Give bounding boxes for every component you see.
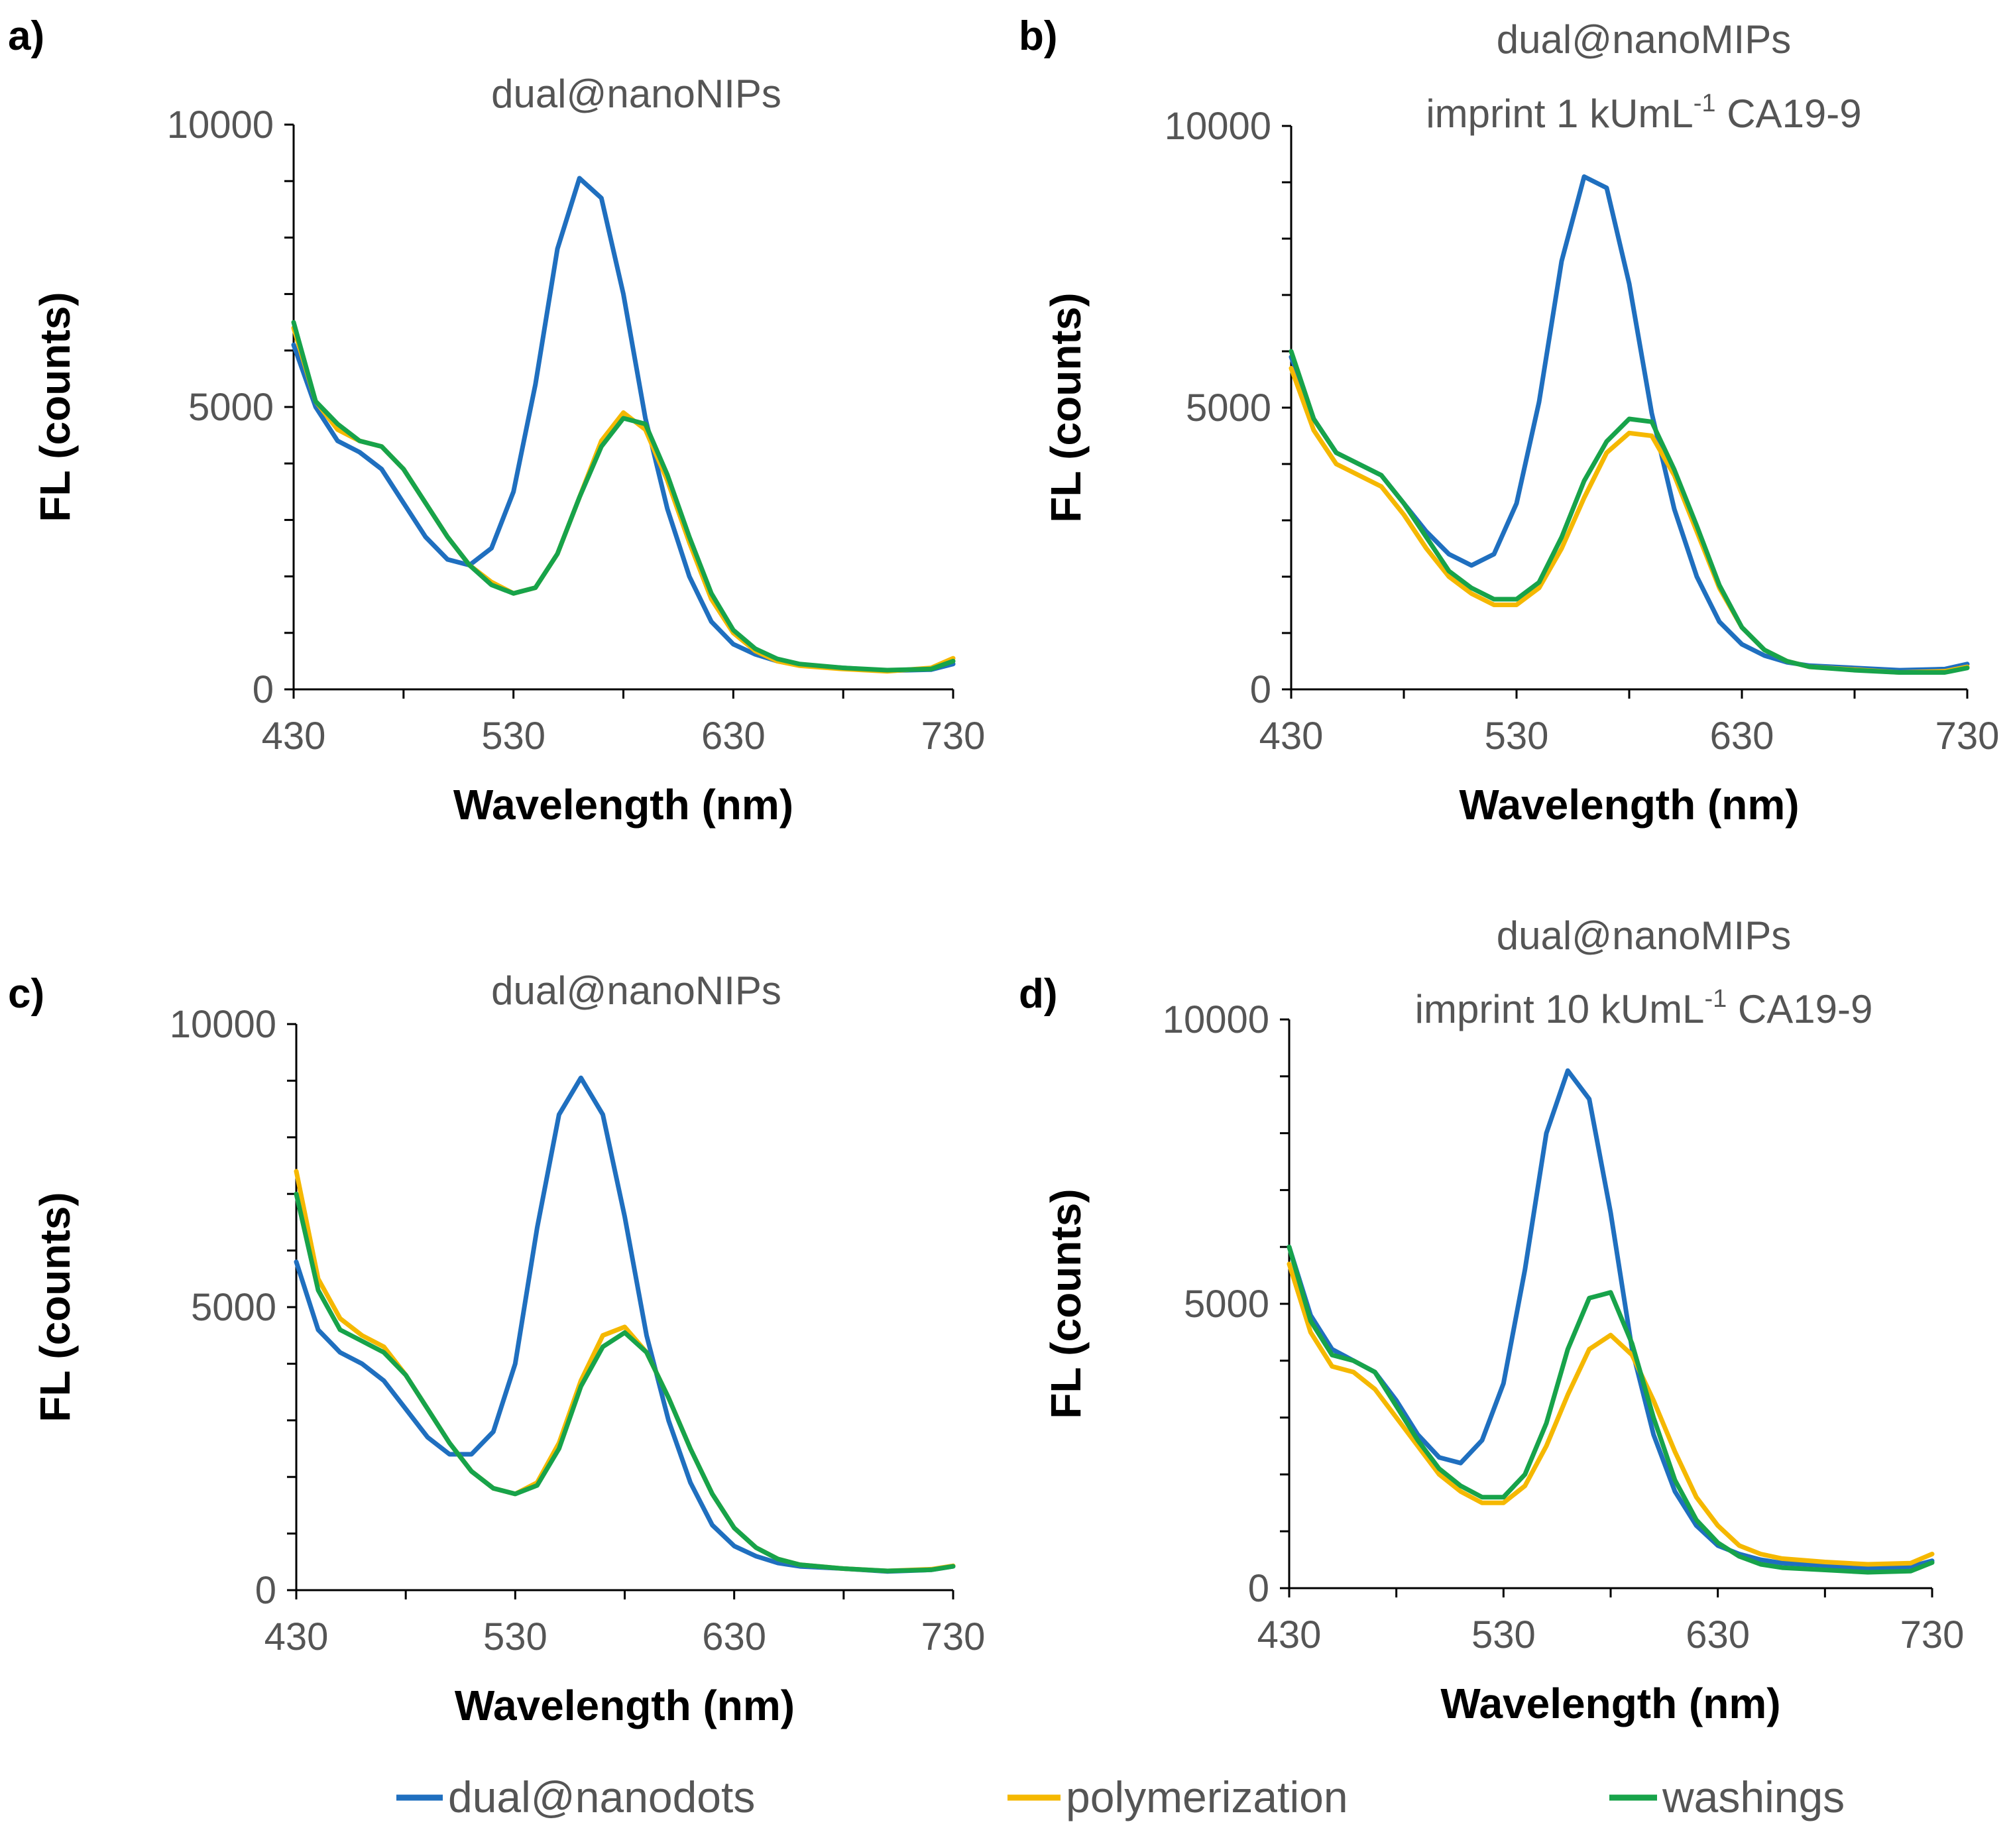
y-tick-label: 10000 <box>1165 105 1271 148</box>
x-tick-label: 530 <box>1485 715 1549 758</box>
x-tick-label: 730 <box>1935 715 2000 758</box>
x-tick-label: 630 <box>1710 715 1774 758</box>
panel-label: b) <box>1019 13 1058 59</box>
y-tick-label: 10000 <box>1163 998 1269 1041</box>
subtitle-superscript: -1 <box>1704 985 1727 1013</box>
y-tick-label: 0 <box>253 668 274 711</box>
y-tick-label: 5000 <box>191 1286 276 1329</box>
series-line-washings <box>294 1191 956 1574</box>
subtitle-main: imprint 1 kUmL <box>1426 91 1693 136</box>
y-tick-label: 5000 <box>1186 386 1271 430</box>
chart-subtitle: imprint 1 kUmL-1 CA19-9 <box>1426 89 1861 136</box>
legend: dual@nanodots polymerization washings <box>396 1772 1845 1821</box>
y-axis-label: FL (counts) <box>31 1192 79 1422</box>
x-tick-label: 730 <box>921 715 986 758</box>
legend-item-washings: washings <box>1609 1772 1845 1821</box>
x-tick-label: 530 <box>483 1615 547 1658</box>
y-tick-label: 0 <box>1248 1567 1269 1610</box>
chart-panel-d: d) dual@nanoMIPs imprint 10 kUmL-1 CA19-9 0… <box>1019 913 1964 1727</box>
series-line-dual-nanodots <box>294 1075 956 1574</box>
y-tick-label: 5000 <box>188 386 274 429</box>
x-tick-label: 630 <box>702 1615 766 1658</box>
panel-label: d) <box>1019 971 1058 1017</box>
y-axis-label: FL (counts) <box>1042 292 1090 522</box>
x-tick-label: 630 <box>701 715 766 758</box>
x-tick-label: 530 <box>1471 1613 1536 1656</box>
series-line-polymerization <box>294 1169 956 1574</box>
x-axis-label: Wavelength (nm) <box>1459 781 1799 829</box>
x-tick-label: 530 <box>481 715 546 758</box>
legend-label: washings <box>1662 1772 1845 1821</box>
y-tick-label: 0 <box>1250 668 1271 711</box>
subtitle-analyte: CA19-9 <box>1727 987 1872 1031</box>
x-tick-label: 430 <box>1259 715 1324 758</box>
subtitle-analyte: CA19-9 <box>1716 91 1862 136</box>
x-tick-label: 430 <box>262 715 326 758</box>
series-line-washings <box>291 319 956 673</box>
series-line-dual-nanodots <box>1289 174 1970 673</box>
legend-item-dual-nanodots: dual@nanodots <box>396 1772 755 1821</box>
y-axis-label: FL (counts) <box>1042 1188 1090 1418</box>
legend-label: polymerization <box>1066 1772 1348 1821</box>
y-tick-label: 5000 <box>1184 1283 1269 1326</box>
series-line-dual-nanodots <box>291 176 956 673</box>
chart-panel-a: a) dual@nanoNIPs 0 5000 10000 430 530 630 730 Wav… <box>8 13 985 829</box>
x-tick-label: 730 <box>921 1615 986 1658</box>
chart-subtitle: imprint 10 kUmL-1 CA19-9 <box>1415 985 1873 1031</box>
series-line-washings <box>1287 1244 1935 1575</box>
series-line-polymerization <box>1287 1261 1935 1567</box>
x-axis-label: Wavelength (nm) <box>453 781 793 829</box>
chart-title: dual@nanoMIPs <box>1497 913 1792 958</box>
legend-item-polymerization: polymerization <box>1007 1772 1348 1821</box>
series-line-washings <box>1289 349 1970 675</box>
y-axis-label: FL (counts) <box>31 292 79 522</box>
series-line-polymerization <box>291 325 956 674</box>
panel-label: a) <box>8 13 44 59</box>
y-tick-label: 10000 <box>167 103 274 146</box>
series-line-polymerization <box>1289 366 1970 675</box>
chart-title: dual@nanoNIPs <box>491 72 781 116</box>
x-tick-label: 430 <box>264 1615 329 1658</box>
series-line-dual-nanodots <box>1287 1068 1935 1571</box>
x-axis-label: Wavelength (nm) <box>1440 1680 1780 1727</box>
panel-label: c) <box>8 971 44 1017</box>
y-tick-label: 10000 <box>170 1003 276 1046</box>
subtitle-superscript: -1 <box>1694 89 1716 117</box>
chart-panel-b: b) dual@nanoMIPs imprint 1 kUmL-1 CA19-9 0 5… <box>1019 13 1999 829</box>
chart-title: dual@nanoNIPs <box>491 968 781 1013</box>
x-tick-label: 730 <box>1900 1613 1965 1656</box>
x-tick-label: 630 <box>1686 1613 1750 1656</box>
chart-title: dual@nanoMIPs <box>1497 17 1792 62</box>
subtitle-main: imprint 10 kUmL <box>1415 987 1705 1031</box>
legend-label: dual@nanodots <box>448 1772 755 1821</box>
y-tick-label: 0 <box>255 1569 276 1612</box>
x-axis-label: Wavelength (nm) <box>455 1682 795 1729</box>
chart-panel-c: c) dual@nanoNIPs 0 5000 10000 430 530 630 730 Wav… <box>8 968 985 1729</box>
x-tick-label: 430 <box>1257 1613 1322 1656</box>
